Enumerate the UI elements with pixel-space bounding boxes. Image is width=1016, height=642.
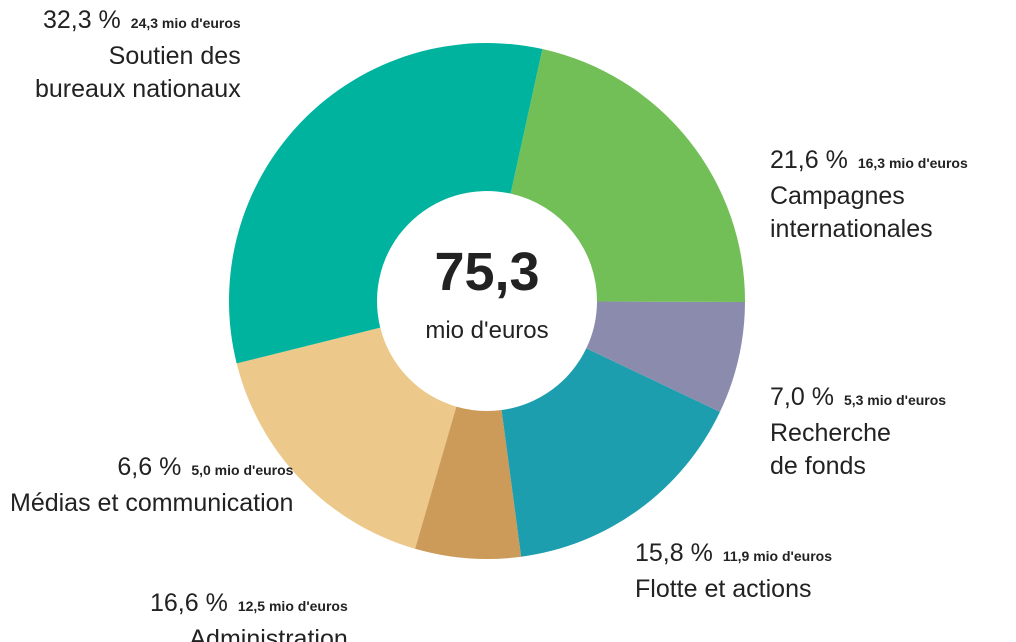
donut-slice <box>236 327 457 549</box>
percent-label: 21,6 % <box>770 146 848 174</box>
label-values: 6,6 % 5,0 mio d'euros <box>10 451 293 487</box>
slice-label: 16,6 % 12,5 mio d'euros Administration <box>150 587 348 642</box>
percent-label: 6,6 % <box>117 453 182 481</box>
label-values: 7,0 % 5,3 mio d'euros <box>770 381 946 417</box>
donut-slice <box>228 42 543 364</box>
category-label: Soutien des bureaux nationaux <box>35 42 241 103</box>
center-unit: mio d'euros <box>425 317 548 344</box>
slice-label: 7,0 % 5,3 mio d'euros Recherche de fonds <box>770 381 946 483</box>
label-values: 21,6 % 16,3 mio d'euros <box>770 144 968 180</box>
slice-label: 32,3 % 24,3 mio d'euros Soutien des bureau… <box>35 4 241 106</box>
category-label: Campagnes internationales <box>770 182 933 243</box>
percent-label: 32,3 % <box>42 6 121 34</box>
category-label: Médias et communication <box>10 489 294 517</box>
center-value: 75,3 <box>434 242 539 302</box>
donut-slice <box>501 348 720 557</box>
amount-label: 5,0 mio d'euros <box>191 462 294 478</box>
percent-label: 15,8 % <box>635 539 713 567</box>
label-values: 16,6 % 12,5 mio d'euros <box>150 587 348 623</box>
category-label: Flotte et actions <box>635 575 812 603</box>
amount-label: 5,3 mio d'euros <box>843 392 947 408</box>
donut-slice <box>586 301 745 412</box>
amount-label: 24,3 mio d'euros <box>130 15 241 31</box>
donut-slice <box>510 49 745 303</box>
percent-label: 16,6 % <box>150 589 228 617</box>
donut-slice <box>415 406 522 559</box>
category-label: Recherche de fonds <box>770 419 891 480</box>
label-values: 15,8 % 11,9 mio d'euros <box>635 537 832 573</box>
category-label: Administration <box>189 625 348 642</box>
slice-label: 6,6 % 5,0 mio d'euros Médias et communicat… <box>10 451 293 520</box>
label-values: 32,3 % 24,3 mio d'euros <box>35 4 241 40</box>
slice-label: 15,8 % 11,9 mio d'euros Flotte et actions <box>635 537 832 606</box>
amount-label: 12,5 mio d'euros <box>237 598 348 614</box>
amount-label: 11,9 mio d'euros <box>722 548 832 564</box>
amount-label: 16,3 mio d'euros <box>857 155 968 171</box>
percent-label: 7,0 % <box>770 383 834 411</box>
slice-label: 21,6 % 16,3 mio d'euros Campagnes internat… <box>770 144 968 246</box>
